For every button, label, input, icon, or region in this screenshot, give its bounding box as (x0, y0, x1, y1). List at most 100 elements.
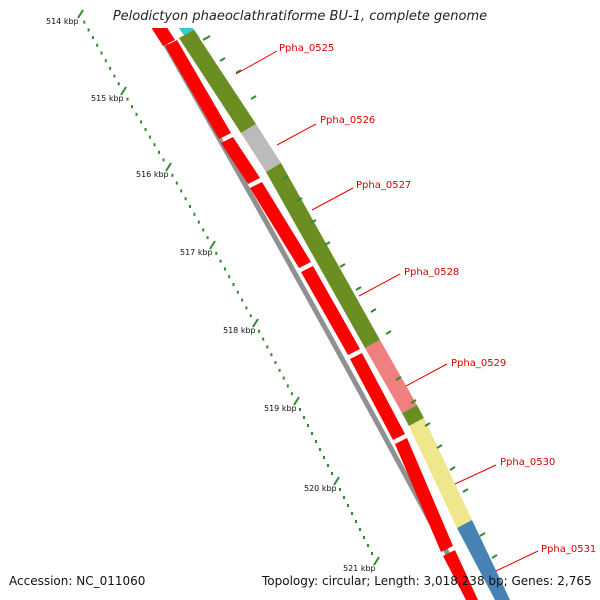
gene-leaders (235, 50, 539, 572)
kbp-minor-tick (162, 158, 165, 162)
kbp-tick-label: 517 kbp (180, 248, 213, 257)
kbp-minor-tick (315, 440, 317, 443)
kbp-minor-tick (189, 205, 191, 208)
kbp-minor-tick (100, 51, 103, 55)
kbp-minor-tick (299, 408, 301, 411)
kbp-minor-tick (117, 82, 120, 86)
cog-ring (178, 28, 510, 600)
kbp-minor-tick (343, 496, 345, 499)
kbp-minor-tick (158, 150, 160, 154)
kbp-minor-tick (278, 368, 281, 372)
kbp-minor-tick (339, 488, 341, 491)
kbp-minor-tick (258, 329, 261, 333)
kbp-major-tick (120, 86, 127, 96)
kbp-minor-tick (223, 267, 226, 271)
kbp-tick-label: 515 kbp (91, 94, 124, 103)
kbp-minor-tick (149, 135, 151, 139)
kbp-minor-tick (153, 143, 156, 147)
kbp-minor-tick (331, 472, 333, 475)
kbp-minor-tick (367, 544, 369, 547)
kbp-minor-tick (232, 283, 235, 286)
gene-arrow (395, 438, 453, 552)
kbp-minor-tick (113, 74, 116, 78)
gene-label: Ppha_0525 (279, 43, 334, 54)
kbp-minor-tick (228, 275, 231, 279)
kbp-minor-tick (236, 290, 239, 294)
cog-segment-salmon (365, 340, 417, 413)
kbp-minor-tick (307, 424, 309, 427)
kbp-minor-tick (87, 28, 90, 32)
cog-segment-blue (457, 520, 510, 600)
genome-summary-text: Topology: circular; Length: 3,018,238 bp… (262, 574, 592, 588)
kbp-minor-tick (363, 536, 365, 539)
kbp-minor-tick (347, 504, 349, 507)
kbp-minor-tick (109, 66, 112, 70)
gene-labels: Ppha_0525 Ppha_0526 Ppha_0527 Ppha_0528 … (279, 43, 596, 555)
gene-label: Ppha_0528 (404, 267, 459, 278)
cog-segment-olive-3 (402, 405, 424, 426)
gene-arrow (151, 28, 175, 46)
kbp-major-tick (373, 556, 380, 566)
kbp-minor-tick (184, 197, 187, 201)
gene-label: Ppha_0527 (356, 180, 411, 191)
outer-ticks (202, 35, 498, 559)
gene-label: Ppha_0530 (500, 457, 555, 468)
kbp-minor-tick (180, 189, 183, 193)
kbp-tick-label: 521 kbp (343, 564, 376, 573)
map-title: Pelodictyon phaeoclathratiforme BU-1, co… (112, 9, 488, 24)
gene-label: Ppha_0531 (541, 544, 596, 555)
kbp-minor-tick (140, 120, 142, 124)
kbp-minor-tick (303, 416, 305, 419)
gene-arrow (250, 182, 311, 268)
kbp-minor-tick (104, 59, 107, 63)
kbp-major-tick (209, 240, 216, 250)
kbp-tick-label: 520 kbp (304, 484, 337, 493)
kbp-minor-tick (355, 520, 357, 523)
kbp-major-tick (293, 396, 300, 406)
kbp-minor-tick (83, 20, 86, 24)
kbp-minor-tick (249, 314, 252, 318)
kbp-major-tick (252, 318, 259, 328)
kbp-tick-label: 519 kbp (264, 404, 297, 413)
gene-arrow (221, 137, 260, 184)
kbp-major-tick (77, 9, 84, 19)
kbp-minor-tick (311, 432, 313, 435)
gene-label: Ppha_0526 (320, 115, 375, 126)
kbp-minor-tick (290, 392, 293, 396)
cog-segment-olive-2 (266, 163, 380, 348)
kbp-minor-tick (270, 353, 273, 357)
kbp-minor-tick (219, 259, 222, 263)
kbp-minor-tick (193, 212, 196, 216)
kbp-minor-tick (319, 448, 321, 451)
cog-segment-olive-1 (179, 30, 256, 133)
kbp-major-tick (165, 162, 172, 172)
kbp-minor-tick (282, 376, 285, 380)
kbp-minor-tick (144, 128, 147, 131)
accession-text: Accession: NC_011060 (9, 574, 146, 588)
kbp-minor-tick (126, 97, 129, 101)
gene-arrow (350, 353, 405, 440)
kbp-minor-tick (96, 43, 99, 47)
kbp-minor-tick (135, 112, 138, 116)
kbp-minor-tick (266, 345, 269, 349)
kbp-minor-tick (323, 456, 325, 459)
kbp-minor-tick (274, 361, 277, 364)
kbp-minor-tick (351, 512, 353, 515)
kbp-tick-label: 516 kbp (136, 170, 169, 179)
gene-arrow (443, 550, 478, 600)
kbp-scale-labels: 514 kbp 515 kbp 516 kbp 517 kbp 518 kbp … (46, 17, 376, 573)
kbp-tick-label: 518 kbp (223, 326, 256, 335)
kbp-minor-tick (197, 220, 200, 224)
gene-arrow (301, 266, 360, 355)
genome-backbone (153, 28, 475, 600)
cog-segment-gray (241, 124, 281, 172)
kbp-minor-tick (215, 251, 218, 255)
kbp-minor-tick (371, 552, 373, 555)
kbp-tick-label: 514 kbp (46, 17, 79, 26)
kbp-minor-tick (91, 36, 94, 40)
kbp-minor-tick (202, 228, 205, 232)
gene-label: Ppha_0529 (451, 358, 506, 369)
kbp-minor-tick (206, 236, 209, 240)
kbp-minor-tick (286, 384, 289, 388)
